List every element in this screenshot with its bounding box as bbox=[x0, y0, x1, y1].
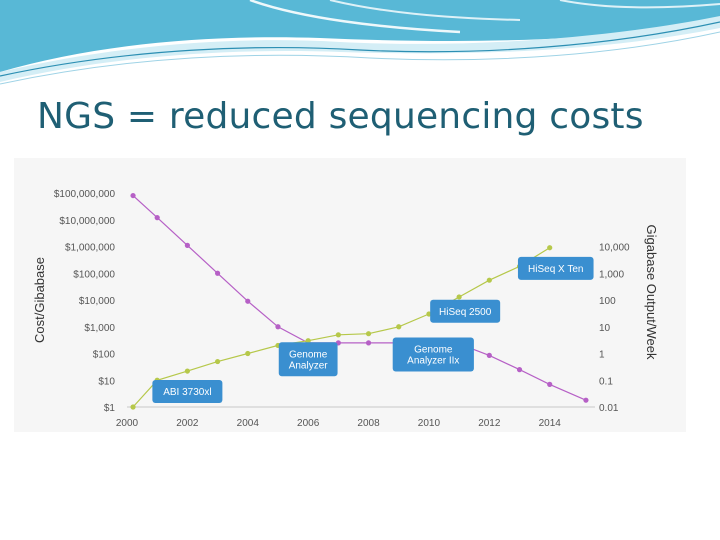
left-tick-label: $1 bbox=[104, 403, 116, 414]
output-data-point bbox=[456, 294, 462, 300]
x-tick-label: 2002 bbox=[176, 418, 199, 429]
sequencing-cost-chart: 2000 2002 2004 2006 2008 2010 2012 2014 $100,000… bbox=[32, 189, 659, 429]
x-tick-label: 2010 bbox=[418, 418, 441, 429]
annotation-box bbox=[517, 256, 594, 280]
annotation-callout: ABI 3730xl bbox=[152, 380, 223, 403]
right-tick-label: 0.01 bbox=[599, 403, 619, 414]
cost-data-point bbox=[516, 367, 523, 373]
left-tick-label: $10,000 bbox=[79, 296, 116, 307]
annotation-callout: HiSeq 2500 bbox=[430, 299, 501, 323]
left-tick-label: $100,000,000 bbox=[54, 189, 116, 200]
right-tick-label: 0.1 bbox=[599, 376, 613, 387]
annotation-callout: HiSeq X Ten bbox=[517, 256, 594, 280]
output-data-point bbox=[396, 324, 402, 330]
x-tick-label: 2004 bbox=[237, 418, 260, 429]
cost-series-line bbox=[132, 195, 587, 401]
cost-data-point bbox=[245, 298, 251, 304]
annotation-label: HiSeq 2500 bbox=[439, 307, 492, 318]
header-wave-decoration bbox=[0, 0, 720, 85]
output-data-point bbox=[245, 350, 251, 357]
right-axis-title: Gigabase Output/Week bbox=[644, 225, 659, 360]
annotation-box bbox=[278, 342, 338, 377]
cost-data-point bbox=[583, 397, 589, 403]
x-tick-label: 2012 bbox=[478, 418, 501, 429]
cost-data-point bbox=[547, 381, 553, 387]
left-tick-label: $10 bbox=[98, 376, 115, 387]
left-axis-title: Cost/Gibabase bbox=[32, 257, 47, 343]
x-tick-label: 2008 bbox=[357, 418, 380, 429]
cost-data-point bbox=[154, 215, 160, 221]
right-tick-label: 10 bbox=[599, 323, 611, 334]
slide-title: NGS = reduced sequencing costs bbox=[37, 96, 644, 137]
cost-data-point bbox=[275, 324, 281, 330]
output-data-point bbox=[184, 368, 190, 374]
annotation-label: HiSeq X Ten bbox=[528, 264, 583, 275]
x-tick-label: 2014 bbox=[539, 418, 562, 429]
cost-data-point bbox=[130, 192, 136, 199]
output-data-point bbox=[130, 404, 136, 410]
output-data-point bbox=[305, 338, 311, 344]
output-data-point bbox=[547, 245, 553, 251]
right-tick-label: 1 bbox=[599, 350, 605, 361]
output-data-point bbox=[214, 358, 221, 365]
output-data-point bbox=[486, 277, 492, 283]
chart-panel: 2000 2002 2004 2006 2008 2010 2012 2014 $100,000… bbox=[14, 158, 686, 432]
x-tick-label: 2006 bbox=[297, 418, 320, 429]
output-data-point bbox=[365, 331, 372, 337]
annotation-label: Analyzer bbox=[289, 360, 329, 371]
left-tick-label: $100 bbox=[93, 350, 116, 361]
annotation-box bbox=[430, 299, 501, 323]
right-tick-label: 10,000 bbox=[599, 243, 630, 254]
left-tick-label: $10,000,000 bbox=[59, 216, 115, 227]
cost-data-point bbox=[486, 352, 492, 358]
right-tick-label: 1,000 bbox=[599, 269, 624, 280]
left-tick-label: $1,000,000 bbox=[65, 243, 115, 254]
x-tick-label: 2000 bbox=[116, 418, 139, 429]
left-tick-label: $100,000 bbox=[73, 269, 115, 280]
cost-data-point bbox=[214, 270, 221, 276]
annotation-label: Genome bbox=[414, 345, 453, 356]
annotation-label: ABI 3730xl bbox=[163, 387, 211, 398]
annotation-box bbox=[152, 380, 223, 403]
cost-data-point bbox=[365, 340, 372, 346]
output-data-point bbox=[335, 332, 341, 338]
cost-data-point bbox=[184, 242, 190, 248]
annotation-label: Analyzer IIx bbox=[407, 356, 459, 367]
right-tick-label: 100 bbox=[599, 296, 616, 307]
left-tick-label: $1,000 bbox=[84, 323, 115, 334]
annotation-box bbox=[392, 337, 474, 372]
annotation-label: Genome bbox=[289, 349, 328, 360]
